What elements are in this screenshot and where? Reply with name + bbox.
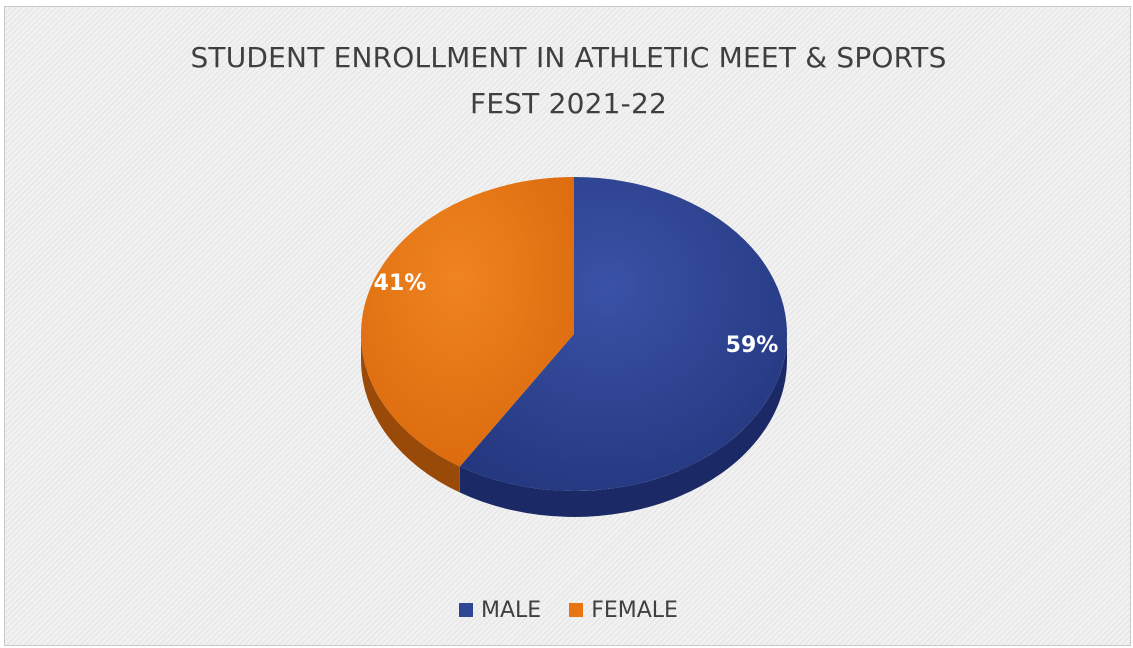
chart-title-line-1: STUDENT ENROLLMENT IN ATHLETIC MEET & SP…: [190, 41, 947, 74]
chart-title-line-2: FEST 2021-22: [470, 87, 667, 120]
pie-slice-male: [459, 177, 787, 491]
data-label-male: 59%: [726, 333, 779, 358]
pie-slice-female: [361, 177, 574, 467]
chart-area: STUDENT ENROLLMENT IN ATHLETIC MEET & SP…: [4, 6, 1131, 646]
pie-slice-side-female: [361, 334, 460, 493]
pie-plot: 59% 41%: [361, 177, 787, 517]
legend-item-female: FEMALE: [569, 598, 678, 623]
legend-item-male: MALE: [459, 598, 541, 623]
legend-label-male: MALE: [481, 597, 542, 623]
legend-swatch-female: [569, 603, 584, 617]
legend-swatch-male: [459, 603, 474, 617]
legend-label-female: FEMALE: [591, 597, 678, 623]
legend: MALE FEMALE: [5, 595, 1132, 625]
pie-slice-side-male: [459, 334, 787, 517]
chart-title: STUDENT ENROLLMENT IN ATHLETIC MEET & SP…: [5, 35, 1132, 127]
data-label-female: 41%: [374, 271, 427, 296]
